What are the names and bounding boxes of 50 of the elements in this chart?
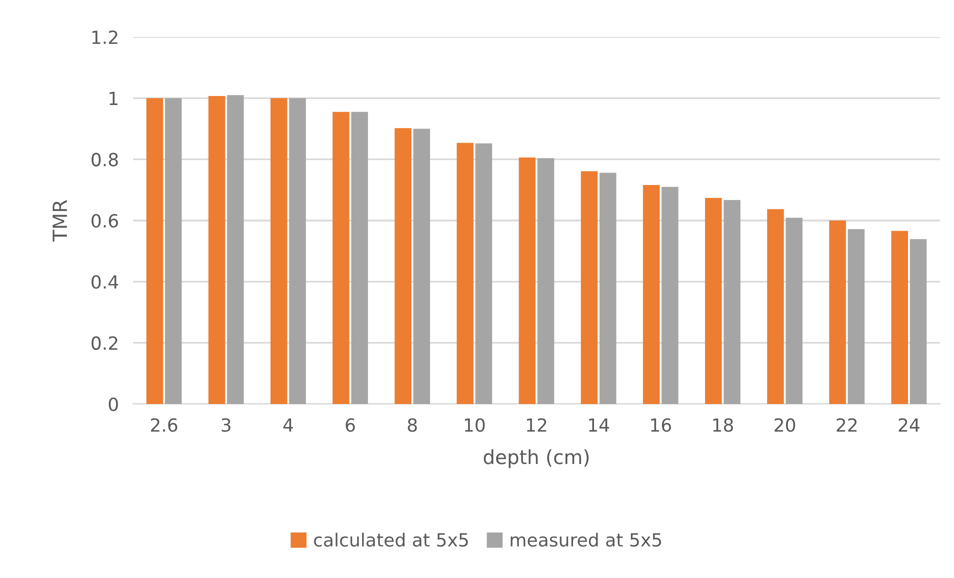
legend-label: calculated at 5x5	[314, 532, 468, 547]
bar	[456, 142, 474, 404]
x-tick-label: 8	[408, 418, 417, 432]
bar	[332, 112, 350, 404]
bar	[164, 98, 182, 404]
bar	[289, 98, 306, 404]
bar	[475, 143, 492, 404]
legend-label: measured at 5x5	[510, 532, 662, 547]
x-tick-label: 12	[526, 418, 546, 432]
x-tick-label: 14	[589, 418, 610, 432]
x-tick-label: 4	[283, 418, 293, 432]
y-tick-label: 0.4	[92, 275, 118, 289]
bar	[848, 229, 865, 404]
x-tick-label: 24	[898, 418, 920, 432]
y-axis-title: TMR	[52, 200, 67, 242]
bar	[829, 220, 846, 404]
bar	[518, 158, 536, 404]
bar	[642, 185, 660, 404]
x-tick-label: 22	[836, 418, 857, 432]
x-tick-label: 3	[222, 418, 230, 432]
bar	[537, 158, 554, 404]
bar	[394, 128, 412, 404]
x-axis-title: depth (cm)	[484, 449, 589, 468]
x-tick-label: 20	[774, 418, 796, 432]
bar	[413, 128, 430, 404]
x-tick-label: 10	[464, 418, 485, 432]
y-tick-label: 0.8	[92, 152, 118, 166]
y-tick-label: 1.2	[92, 30, 118, 44]
x-tick-label: 2.6	[151, 418, 178, 432]
bar	[351, 112, 368, 404]
x-tick-label: 6	[346, 418, 355, 432]
bar	[724, 200, 740, 404]
bar	[891, 230, 908, 404]
x-tick-label: 16	[651, 418, 672, 432]
bar	[146, 98, 164, 404]
bar	[580, 171, 598, 404]
y-tick-label: 0	[108, 397, 118, 412]
bar	[208, 96, 226, 404]
bar	[767, 209, 784, 404]
x-tick-label: 18	[713, 418, 733, 432]
bar	[662, 186, 678, 404]
bar	[910, 239, 927, 404]
y-tick-label: 0.2	[92, 336, 118, 350]
bar	[705, 198, 722, 404]
y-tick-label: 0.6	[92, 214, 118, 228]
bar	[270, 98, 288, 404]
bar	[600, 172, 616, 404]
bar	[227, 95, 244, 404]
bar	[786, 218, 802, 404]
y-tick-label: 1	[110, 92, 118, 106]
